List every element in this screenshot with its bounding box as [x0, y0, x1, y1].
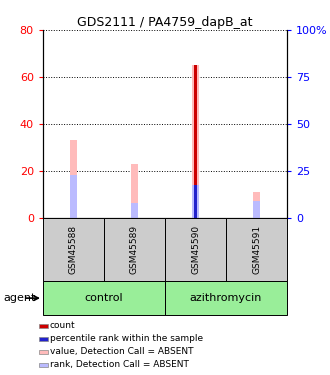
- Text: value, Detection Call = ABSENT: value, Detection Call = ABSENT: [50, 347, 193, 356]
- Text: agent: agent: [3, 293, 36, 303]
- Text: percentile rank within the sample: percentile rank within the sample: [50, 334, 203, 343]
- Bar: [70, 176, 77, 217]
- Bar: [253, 192, 260, 217]
- Bar: [253, 201, 260, 217]
- Bar: [226, 217, 287, 281]
- Bar: [165, 281, 287, 315]
- Bar: [39, 324, 48, 327]
- Bar: [43, 217, 104, 281]
- Text: control: control: [84, 293, 123, 303]
- Bar: [70, 140, 77, 218]
- Text: rank, Detection Call = ABSENT: rank, Detection Call = ABSENT: [50, 360, 188, 369]
- Text: GSM45591: GSM45591: [252, 225, 261, 274]
- Title: GDS2111 / PA4759_dapB_at: GDS2111 / PA4759_dapB_at: [77, 16, 253, 29]
- Bar: [39, 363, 48, 367]
- Bar: [192, 185, 199, 218]
- Bar: [131, 164, 138, 218]
- Bar: [194, 185, 197, 218]
- Bar: [192, 65, 199, 218]
- Bar: [165, 217, 226, 281]
- Text: GSM45589: GSM45589: [130, 225, 139, 274]
- Text: count: count: [50, 321, 75, 330]
- Bar: [39, 350, 48, 354]
- Bar: [43, 281, 165, 315]
- Bar: [131, 203, 138, 217]
- Bar: [104, 217, 165, 281]
- Bar: [194, 65, 197, 218]
- Text: GSM45588: GSM45588: [69, 225, 78, 274]
- Bar: [39, 337, 48, 340]
- Text: GSM45590: GSM45590: [191, 225, 200, 274]
- Text: azithromycin: azithromycin: [190, 293, 262, 303]
